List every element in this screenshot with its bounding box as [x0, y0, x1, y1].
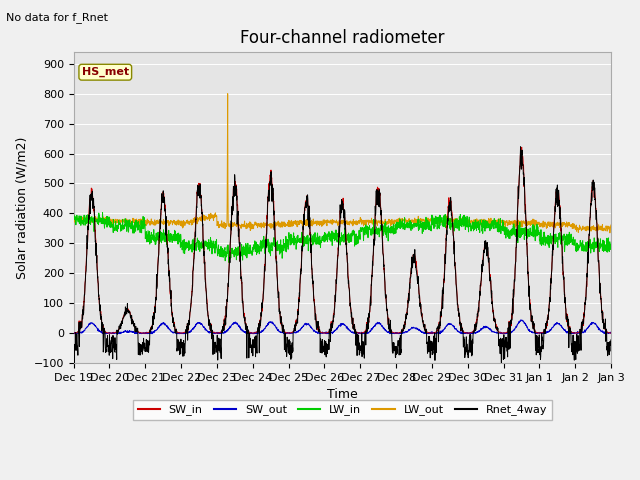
- Text: HS_met: HS_met: [82, 67, 129, 77]
- Legend: SW_in, SW_out, LW_in, LW_out, Rnet_4way: SW_in, SW_out, LW_in, LW_out, Rnet_4way: [133, 400, 552, 420]
- SW_out: [575, 330, 582, 336]
- Rnet_4way: [70, 346, 77, 352]
- LW_out: [370, 218, 378, 224]
- SW_out: [518, 317, 525, 323]
- SW_in: [518, 144, 525, 150]
- SW_out: [71, 331, 79, 336]
- Rnet_4way: [516, 144, 524, 150]
- SW_in: [358, 330, 365, 336]
- Y-axis label: Solar radiation (W/m2): Solar radiation (W/m2): [15, 136, 28, 278]
- LW_in: [70, 214, 77, 219]
- Line: LW_out: LW_out: [74, 94, 611, 233]
- SW_out: [607, 329, 614, 335]
- SW_in: [607, 330, 614, 336]
- Rnet_4way: [560, 274, 568, 280]
- SW_in: [100, 330, 108, 336]
- LW_out: [70, 218, 77, 224]
- LW_out: [606, 230, 614, 236]
- SW_out: [370, 324, 378, 330]
- LW_in: [370, 216, 378, 222]
- Line: LW_in: LW_in: [74, 213, 611, 263]
- LW_in: [499, 217, 506, 223]
- Title: Four-channel radiometer: Four-channel radiometer: [240, 29, 445, 48]
- X-axis label: Time: Time: [327, 388, 358, 401]
- SW_out: [220, 330, 228, 336]
- LW_out: [560, 220, 568, 226]
- LW_in: [225, 260, 233, 265]
- Line: Rnet_4way: Rnet_4way: [74, 147, 611, 363]
- SW_in: [70, 330, 77, 336]
- Rnet_4way: [607, 337, 614, 343]
- Rnet_4way: [499, 344, 506, 349]
- LW_in: [575, 245, 582, 251]
- LW_in: [560, 235, 568, 240]
- Rnet_4way: [358, 330, 365, 336]
- LW_out: [575, 227, 582, 232]
- Text: No data for f_Rnet: No data for f_Rnet: [6, 12, 108, 23]
- LW_in: [358, 225, 366, 230]
- Rnet_4way: [70, 360, 78, 366]
- LW_out: [499, 220, 506, 226]
- Line: SW_out: SW_out: [74, 320, 611, 334]
- SW_out: [70, 330, 77, 336]
- Rnet_4way: [220, 322, 228, 327]
- LW_out: [220, 224, 227, 229]
- LW_out: [358, 221, 365, 227]
- LW_in: [607, 245, 614, 251]
- LW_in: [220, 250, 228, 256]
- SW_in: [499, 330, 506, 336]
- LW_out: [224, 91, 232, 96]
- Rnet_4way: [370, 244, 378, 250]
- LW_in: [99, 210, 106, 216]
- SW_in: [220, 321, 228, 327]
- LW_out: [607, 222, 614, 228]
- SW_out: [560, 327, 568, 333]
- Line: SW_in: SW_in: [74, 147, 611, 333]
- SW_in: [370, 247, 378, 252]
- SW_out: [499, 331, 506, 336]
- SW_in: [560, 275, 568, 281]
- SW_in: [575, 329, 582, 335]
- SW_out: [358, 330, 365, 336]
- Rnet_4way: [575, 341, 582, 347]
